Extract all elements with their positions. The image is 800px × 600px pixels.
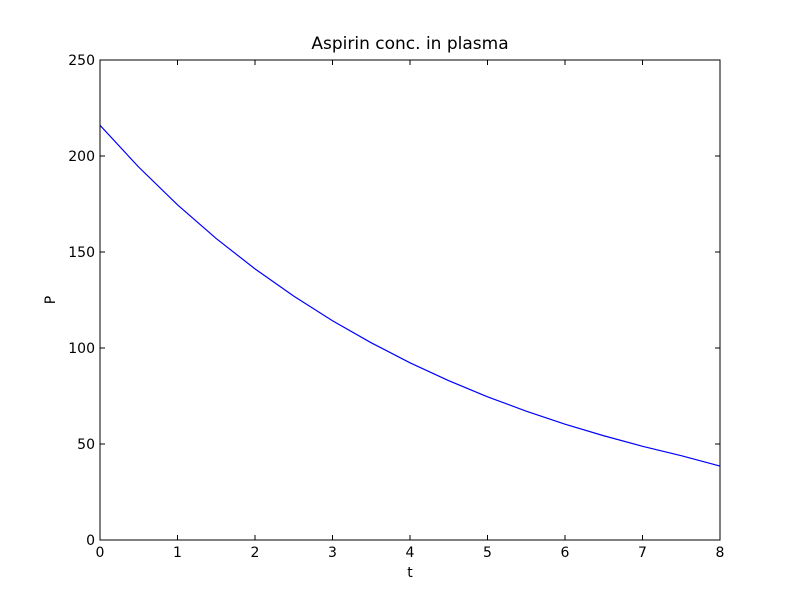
x-axis-label: t xyxy=(407,565,413,581)
x-tick-label: 1 xyxy=(173,545,182,561)
y-tick-label: 100 xyxy=(68,341,95,357)
x-tick-label: 0 xyxy=(96,545,105,561)
x-tick-label: 8 xyxy=(716,545,725,561)
y-tick-label: 200 xyxy=(68,149,95,165)
x-tick-label: 3 xyxy=(328,545,337,561)
x-tick-label: 2 xyxy=(251,545,260,561)
plot-area xyxy=(99,124,721,467)
y-tick-label: 250 xyxy=(68,53,95,69)
y-tick-label: 150 xyxy=(68,245,95,261)
x-tick-label: 7 xyxy=(638,545,647,561)
x-tick-label: 6 xyxy=(561,545,570,561)
x-tick-label: 5 xyxy=(483,545,492,561)
series-line xyxy=(99,124,721,467)
axis-ticks: 0 1 2 3 4 5 6 7 8 0 50 100 150 200 250 xyxy=(68,53,724,561)
y-axis-label: P xyxy=(43,296,59,304)
y-tick-label: 50 xyxy=(77,437,95,453)
y-tick-label: 0 xyxy=(86,533,95,549)
x-tick-label: 4 xyxy=(406,545,415,561)
chart-title: Aspirin conc. in plasma xyxy=(311,34,508,54)
